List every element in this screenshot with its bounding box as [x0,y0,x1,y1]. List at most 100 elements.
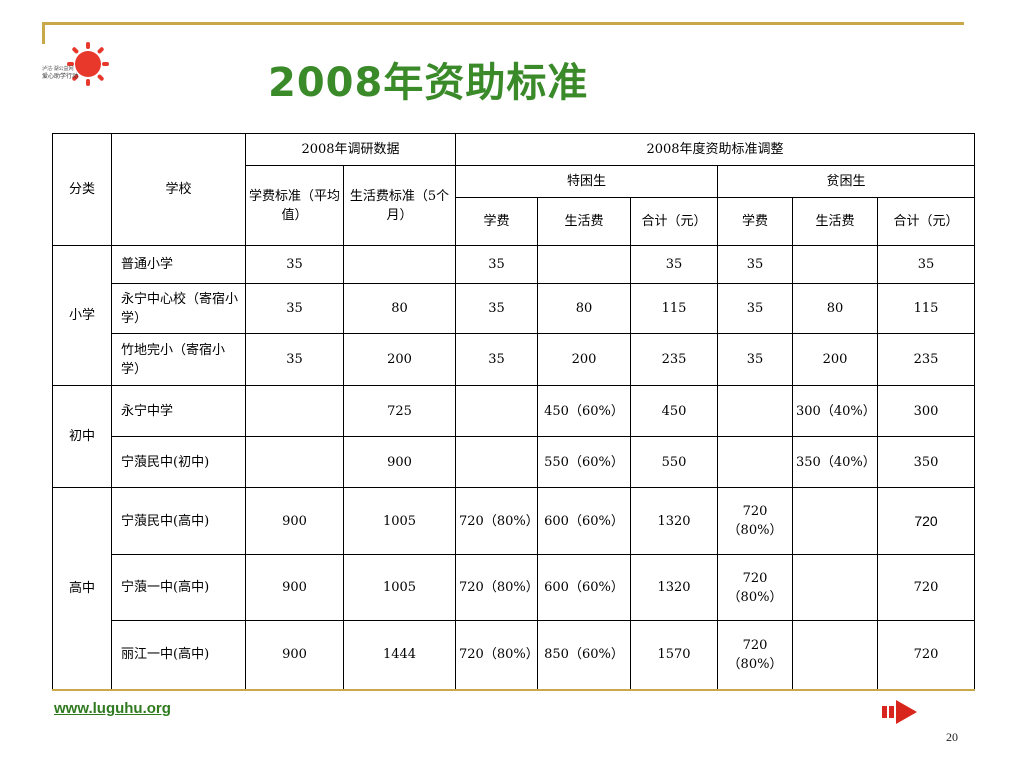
sp-total-cell: 1320 [630,554,718,621]
header-school: 学校 [111,133,246,246]
sp-living-cell: 550（60%） [537,436,631,488]
p-tuition-cell: 35 [717,333,793,386]
p-total-cell: 35 [877,245,975,284]
sp-tuition-cell: 35 [455,283,538,334]
page-title: 2008年资助标准 [268,60,589,106]
header-p-living: 生活费 [792,197,878,246]
logo-line-1: 泸沽·湖公益网 [42,65,74,72]
website-link[interactable]: www.luguhu.org [54,700,171,717]
p-tuition-cell: 720（80%） [717,620,793,690]
school-cell: 宁蒗民中(初中) [111,436,246,488]
sp-tuition-cell [455,436,538,488]
red-sun-logo-icon: 泸沽·湖公益网 爱心助学行动 [42,42,109,86]
tuition-std-cell: 900 [245,554,344,621]
living-std-cell: 725 [343,385,456,437]
logo-line-2: 爱心助学行动 [42,72,78,80]
table-row: 小学 普通小学 35 35 35 35 35 [52,245,975,386]
p-living-cell: 200 [792,333,878,386]
p-living-cell [792,620,878,690]
living-std-cell: 1005 [343,554,456,621]
header-adjust-group: 2008年度资助标准调整 [455,133,975,166]
living-std-cell: 900 [343,436,456,488]
table-row: 高中 宁蒗民中(高中) 900 1005 720（80%） 600（60%） 1… [52,487,975,690]
header-poor: 贫困生 [717,165,975,198]
header-sp-tuition: 学费 [455,197,538,246]
tuition-std-cell: 35 [245,333,344,386]
category-cell: 小学 [52,245,112,386]
p-living-cell: 300（40%） [792,385,878,437]
p-total-cell: 115 [877,283,975,334]
p-total-cell: 720 [877,620,975,690]
sp-tuition-cell [455,385,538,437]
header-p-total: 合计（元） [877,197,975,246]
p-total-cell: 720 [877,487,975,555]
sp-living-cell: 600（60%） [537,487,631,555]
p-living-cell: 80 [792,283,878,334]
p-tuition-cell: 35 [717,245,793,284]
p-living-cell [792,554,878,621]
sp-tuition-cell: 35 [455,245,538,284]
header-special-poor: 特困生 [455,165,718,198]
sp-total-cell: 235 [630,333,718,386]
header-sp-total: 合计（元） [630,197,718,246]
sp-living-cell: 450（60%） [537,385,631,437]
sp-total-cell: 35 [630,245,718,284]
school-cell: 丽江一中(高中) [111,620,246,690]
p-living-cell [792,487,878,555]
page-number: 20 [946,730,958,744]
table-row: 宁蒗民中(初中) 900 550（60%） 550 350（40%） 350 [53,436,975,488]
tuition-std-cell: 900 [245,620,344,690]
p-living-cell: 350（40%） [792,436,878,488]
sp-living-cell [537,245,631,284]
living-std-cell: 1005 [343,487,456,555]
living-std-cell: 200 [343,333,456,386]
p-total-cell: 235 [877,333,975,386]
sp-total-cell: 550 [630,436,718,488]
header-p-tuition: 学费 [717,197,793,246]
sp-living-cell: 200 [537,333,631,386]
tuition-std-cell [245,436,344,488]
sp-tuition-cell: 720（80%） [455,554,538,621]
header-survey-group: 2008年调研数据 [245,133,456,166]
living-std-cell: 1444 [343,620,456,690]
living-std-cell [343,245,456,284]
school-cell: 永宁中心校（寄宿小学） [111,283,246,334]
funding-standards-table: 分类 学校 2008年调研数据 2008年度资助标准调整 学费标准（平均值） 生… [52,133,975,691]
p-tuition-cell [717,436,793,488]
sp-living-cell: 80 [537,283,631,334]
school-cell: 宁蒗民中(高中) [111,487,246,555]
tuition-std-cell: 35 [245,245,344,284]
tuition-std-cell: 35 [245,283,344,334]
sp-total-cell: 115 [630,283,718,334]
table-row: 宁蒗一中(高中) 900 1005 720（80%） 600（60%） 1320… [53,554,975,621]
category-cell: 初中 [52,385,112,488]
top-rule [42,22,964,25]
table-row: 竹地完小（寄宿小学） 35 200 35 200 235 35 200 235 [53,333,975,386]
tuition-std-cell: 900 [245,487,344,555]
living-std-cell: 80 [343,283,456,334]
left-rule [42,22,45,44]
header-living-standard: 生活费标准（5个月） [343,165,456,246]
header-category: 分类 [52,133,112,246]
tuition-std-cell [245,385,344,437]
sp-tuition-cell: 35 [455,333,538,386]
sp-total-cell: 450 [630,385,718,437]
sp-living-cell: 600（60%） [537,554,631,621]
sp-total-cell: 1570 [630,620,718,690]
p-tuition-cell: 720（80%） [717,554,793,621]
sp-total-cell: 1320 [630,487,718,555]
next-arrow-icon[interactable] [882,699,918,725]
p-tuition-cell [717,385,793,437]
category-cell: 高中 [52,487,112,690]
table-row: 初中 永宁中学 725 450（60%） 450 300（40%） 300 [52,385,975,488]
header-tuition-standard: 学费标准（平均值） [245,165,344,246]
sp-tuition-cell: 720（80%） [455,620,538,690]
p-total-cell: 300 [877,385,975,437]
sp-living-cell: 850（60%） [537,620,631,690]
school-cell: 永宁中学 [111,385,246,437]
p-tuition-cell: 35 [717,283,793,334]
p-total-cell: 350 [877,436,975,488]
school-cell: 宁蒗一中(高中) [111,554,246,621]
p-living-cell [792,245,878,284]
school-cell: 竹地完小（寄宿小学） [111,333,246,386]
